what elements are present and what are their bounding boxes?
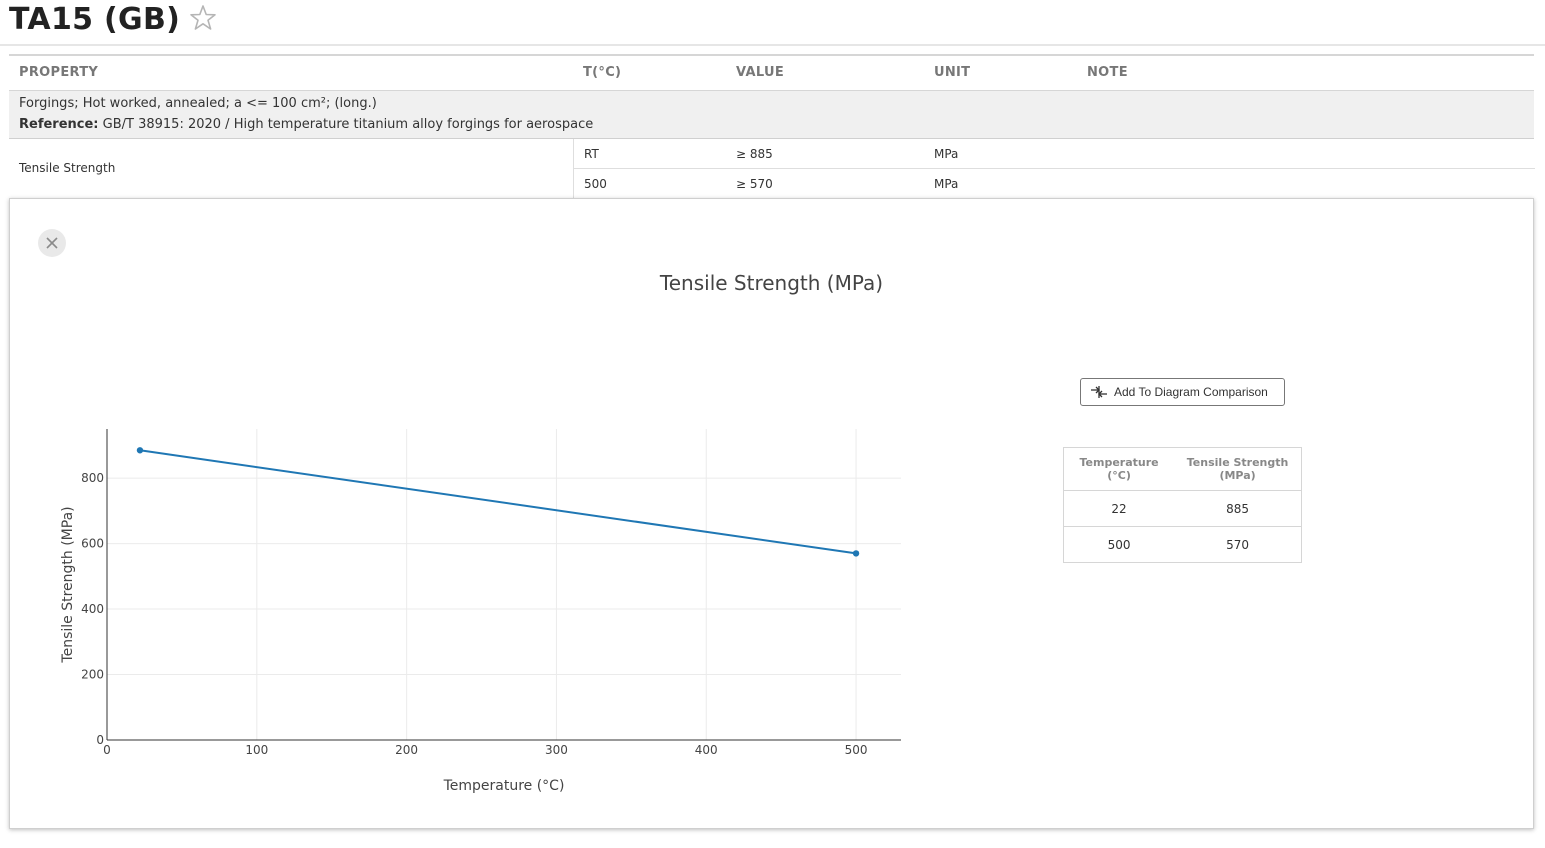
- property-values: RT ≥ 885 MPa 500 ≥ 570 MPa: [573, 139, 1535, 199]
- y-tick-label: 800: [81, 471, 104, 485]
- table-header: PROPERTY T(°C) VALUE UNIT NOTE: [9, 54, 1534, 91]
- x-tick-label: 300: [545, 743, 568, 757]
- temp-cell: 500: [584, 177, 607, 191]
- x-tick-label: 100: [245, 743, 268, 757]
- temp-cell: RT: [584, 147, 599, 161]
- y-tick-label: 0: [96, 733, 104, 747]
- header-value[interactable]: VALUE: [736, 65, 784, 80]
- x-tick-label: 0: [103, 743, 111, 757]
- data-table-header-row: Temperature (°C) Tensile Strength (MPa): [1063, 447, 1302, 491]
- value-cell: ≥ 570: [736, 177, 773, 191]
- property-row[interactable]: Tensile Strength RT ≥ 885 MPa 500 ≥ 570 …: [9, 139, 1535, 199]
- data-header-temperature: Temperature (°C): [1063, 447, 1175, 491]
- x-tick-label: 400: [695, 743, 718, 757]
- data-point: [852, 550, 860, 557]
- header-property[interactable]: PROPERTY: [19, 65, 99, 80]
- y-tick-label: 600: [81, 537, 104, 551]
- condition-group-row: Forgings; Hot worked, annealed; a <= 100…: [9, 91, 1534, 139]
- x-axis-label: Temperature (°C): [443, 778, 565, 794]
- close-button[interactable]: [38, 229, 66, 257]
- unit-cell: MPa: [934, 147, 959, 161]
- chart-panel: Tensile Strength (MPa) 0 100 200 300 400 500 0…: [9, 198, 1534, 829]
- table-row: 22 885: [1063, 490, 1302, 527]
- header-unit[interactable]: UNIT: [934, 65, 971, 80]
- value-cell: ≥ 885: [736, 147, 773, 161]
- table-row: 500 570: [1063, 526, 1302, 563]
- page-title: TA15 (GB): [9, 2, 181, 37]
- tensile-strength-chart: 0 100 200 300 400 500 0 200 400 600 800 Temperature…: [60, 429, 901, 794]
- chart-data-table: Temperature (°C) Tensile Strength (MPa) …: [1063, 447, 1302, 563]
- add-to-diagram-comparison-button[interactable]: Add To Diagram Comparison: [1080, 378, 1285, 406]
- header-temperature[interactable]: T(°C): [583, 65, 622, 80]
- header-note[interactable]: NOTE: [1087, 65, 1128, 80]
- table-row: RT ≥ 885 MPa: [574, 139, 1535, 169]
- data-cell-strength: 570: [1174, 526, 1302, 563]
- data-header-tensile-strength: Tensile Strength (MPa): [1174, 447, 1302, 491]
- data-cell-temperature: 22: [1063, 490, 1175, 527]
- series-line: [139, 449, 857, 555]
- property-table: PROPERTY T(°C) VALUE UNIT NOTE Forgings;…: [9, 54, 1535, 199]
- reference-label: Reference:: [19, 117, 99, 132]
- data-cell-strength: 885: [1174, 490, 1302, 527]
- table-row: 500 ≥ 570 MPa: [574, 169, 1535, 198]
- compare-icon: [1091, 386, 1107, 398]
- condition-description: Forgings; Hot worked, annealed; a <= 100…: [19, 96, 377, 111]
- chart-title: Tensile Strength (MPa): [659, 271, 884, 295]
- data-point: [136, 447, 144, 454]
- y-tick-label: 200: [81, 668, 104, 682]
- star-icon[interactable]: [189, 3, 217, 33]
- reference-line: Reference: GB/T 38915: 2020 / High tempe…: [19, 117, 593, 132]
- close-icon: [46, 237, 58, 249]
- compare-button-label: Add To Diagram Comparison: [1114, 385, 1268, 399]
- unit-cell: MPa: [934, 177, 959, 191]
- x-tick-label: 200: [395, 743, 418, 757]
- title-bar: TA15 (GB): [0, 0, 1545, 46]
- reference-text: GB/T 38915: 2020 / High temperature tita…: [102, 117, 594, 132]
- y-axis-label: Tensile Strength (MPa): [60, 506, 76, 663]
- y-tick-label: 400: [81, 602, 104, 616]
- x-tick-label: 500: [845, 743, 868, 757]
- data-cell-temperature: 500: [1063, 526, 1175, 563]
- property-name[interactable]: Tensile Strength: [19, 161, 116, 175]
